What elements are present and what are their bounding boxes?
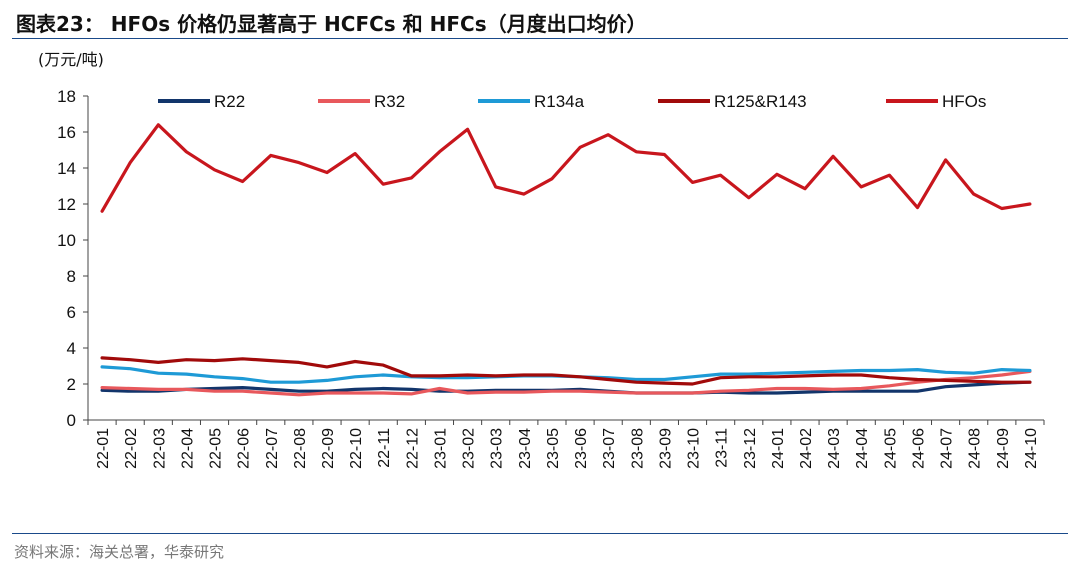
x-tick-label: 23-11 — [714, 428, 731, 468]
series-line-r32 — [100, 369, 1032, 397]
x-tick-label: 23-04 — [517, 428, 534, 469]
x-tick-label: 24-01 — [770, 428, 787, 469]
x-tick-label: 22-03 — [151, 428, 168, 469]
x-tick-label: 22-04 — [179, 428, 196, 469]
x-tick-label: 23-03 — [489, 428, 506, 469]
x-tick-label: 24-09 — [995, 428, 1012, 469]
series-line-r125-r143 — [100, 356, 1032, 386]
x-tick-label: 23-06 — [573, 428, 590, 469]
y-tick-label: 8 — [67, 267, 76, 286]
chart-title: 图表23： HFOs 价格仍显著高于 HCFCs 和 HFCs（月度出口均价） — [16, 12, 647, 36]
x-tick-label: 24-10 — [1023, 428, 1040, 469]
y-tick-label: 18 — [57, 87, 76, 106]
x-tick-label: 24-03 — [826, 428, 843, 469]
x-tick-label: 24-05 — [882, 428, 899, 469]
y-unit-label: (万元/吨) — [38, 50, 104, 69]
footer-divider — [12, 533, 1068, 534]
chart-axes: (万元/吨) 0 2 4 6 8 10 12 14 16 18 22-01 22-02 22-03 22-0… — [38, 50, 1045, 469]
x-tick-label: 23-08 — [629, 428, 646, 469]
x-tick-label: 22-06 — [236, 428, 253, 469]
y-tick-label: 14 — [57, 159, 76, 178]
legend-label: R32 — [374, 92, 405, 111]
y-tick-label: 12 — [57, 195, 76, 214]
x-tick-label: 23-05 — [545, 428, 562, 469]
x-tick-label: 23-01 — [432, 428, 449, 469]
source-note: 资料来源：海关总署，华泰研究 — [14, 543, 225, 561]
x-tick-label: 22-09 — [320, 428, 337, 469]
y-tick-label: 6 — [67, 303, 76, 322]
x-tick-label: 22-08 — [292, 428, 309, 469]
x-tick-label: 22-11 — [376, 428, 393, 468]
chart-legend: R22 R32 R134a R125&R143 HFOs — [158, 92, 986, 111]
x-tick-label: 23-07 — [601, 428, 618, 469]
legend-label: R22 — [214, 92, 245, 111]
x-tick-label: 22-10 — [348, 428, 365, 469]
y-tick-label: 0 — [67, 411, 76, 430]
chart-series — [100, 123, 1032, 397]
x-tick-label: 24-08 — [967, 428, 984, 469]
x-tick-label: 22-05 — [208, 428, 225, 469]
y-tick-label: 4 — [67, 339, 76, 358]
x-tick-label: 23-10 — [686, 428, 703, 469]
x-tick-label: 22-07 — [264, 428, 281, 469]
legend-label: R125&R143 — [714, 92, 807, 111]
x-tick-label: 23-12 — [742, 428, 759, 469]
line-chart: (万元/吨) 0 2 4 6 8 10 12 14 16 18 22-01 22-02 22-03 22-0… — [38, 50, 1045, 469]
y-tick-label: 10 — [57, 231, 76, 250]
x-tick-label: 24-06 — [910, 428, 927, 469]
x-tick-label: 24-02 — [798, 428, 815, 469]
x-tick-label: 23-09 — [657, 428, 674, 469]
x-tick-label: 24-07 — [939, 428, 956, 469]
y-tick-label: 2 — [67, 375, 76, 394]
x-tick-label: 22-02 — [123, 428, 140, 469]
x-tick-label: 23-02 — [461, 428, 478, 469]
y-tick-label: 16 — [57, 123, 76, 142]
x-tick-label: 22-12 — [404, 428, 421, 469]
x-tick-label: 22-01 — [95, 428, 112, 469]
title-bar: 图表23： HFOs 价格仍显著高于 HCFCs 和 HFCs（月度出口均价） — [12, 6, 1068, 39]
legend-label: R134a — [534, 92, 585, 111]
x-tick-label: 24-04 — [854, 428, 871, 469]
series-line-hfos — [100, 123, 1032, 213]
legend-label: HFOs — [942, 92, 986, 111]
